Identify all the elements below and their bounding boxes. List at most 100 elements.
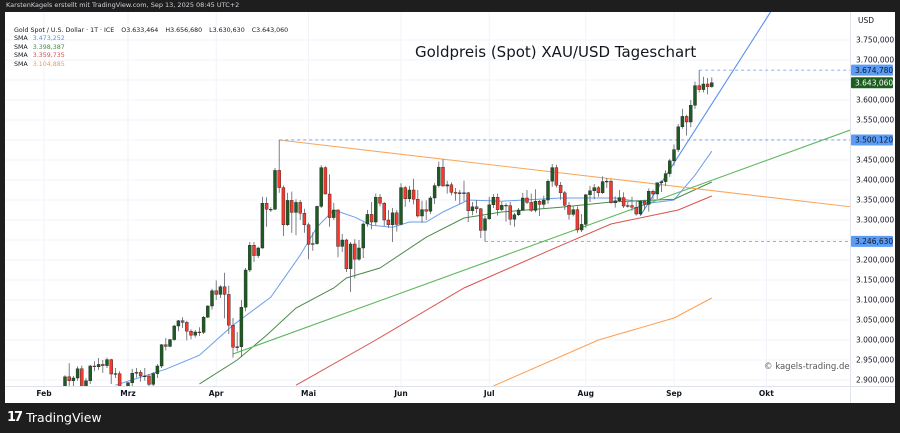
candle[interactable] — [206, 305, 210, 318]
tradingview-footer[interactable]: 17 TradingView — [7, 410, 102, 425]
candle[interactable] — [323, 166, 328, 195]
candle[interactable] — [134, 368, 139, 378]
candle[interactable] — [269, 207, 273, 212]
candle[interactable] — [592, 184, 596, 200]
candle[interactable] — [466, 192, 470, 222]
candle[interactable] — [218, 285, 223, 298]
candle[interactable] — [676, 124, 680, 152]
candle[interactable] — [403, 186, 407, 207]
candle[interactable] — [474, 200, 479, 214]
candle[interactable] — [445, 180, 449, 194]
candle[interactable] — [369, 202, 374, 230]
candle[interactable] — [617, 190, 622, 202]
candle[interactable] — [680, 108, 685, 129]
candle[interactable] — [508, 202, 512, 226]
candle[interactable] — [214, 280, 218, 300]
candle[interactable] — [462, 180, 466, 202]
candle[interactable] — [197, 327, 202, 336]
candle[interactable] — [185, 320, 189, 341]
candle[interactable] — [332, 202, 336, 220]
candle[interactable] — [201, 316, 206, 334]
candle[interactable] — [252, 242, 256, 262]
sma-legend-row[interactable]: SMA 3.359,735 — [14, 52, 293, 60]
candle[interactable] — [684, 114, 689, 136]
candle[interactable] — [554, 164, 559, 188]
candle[interactable] — [504, 203, 508, 222]
candle[interactable] — [642, 199, 647, 210]
candle[interactable] — [189, 329, 193, 340]
candle[interactable] — [285, 192, 290, 226]
candle[interactable] — [470, 202, 475, 216]
candle[interactable] — [571, 206, 575, 217]
candle[interactable] — [600, 176, 605, 194]
candle[interactable] — [311, 232, 315, 251]
candle[interactable] — [407, 186, 412, 202]
candle[interactable] — [143, 368, 147, 381]
candle[interactable] — [222, 272, 227, 319]
candle[interactable] — [357, 240, 361, 261]
candle[interactable] — [159, 344, 164, 368]
candle[interactable] — [668, 158, 672, 177]
candle[interactable] — [327, 174, 332, 227]
candle[interactable] — [353, 239, 357, 279]
candle[interactable] — [621, 192, 626, 208]
candle[interactable] — [117, 371, 122, 392]
candle[interactable] — [248, 242, 252, 272]
candle[interactable] — [428, 196, 433, 214]
candle[interactable] — [395, 210, 399, 232]
candle[interactable] — [96, 358, 101, 370]
candle[interactable] — [710, 77, 714, 88]
candle[interactable] — [613, 196, 617, 208]
candle[interactable] — [256, 246, 260, 258]
candle[interactable] — [399, 183, 403, 226]
candle[interactable] — [533, 189, 538, 213]
candle[interactable] — [348, 242, 353, 292]
candle[interactable] — [588, 186, 592, 202]
candle[interactable] — [71, 376, 76, 394]
candle[interactable] — [378, 194, 382, 207]
candle[interactable] — [487, 196, 491, 220]
candle[interactable] — [432, 183, 437, 204]
candle[interactable] — [579, 214, 584, 232]
candle[interactable] — [390, 208, 395, 242]
candle[interactable] — [420, 200, 424, 223]
candle[interactable] — [365, 210, 370, 227]
candle[interactable] — [138, 370, 143, 382]
trendline[interactable] — [279, 139, 850, 208]
candle[interactable] — [567, 202, 571, 220]
candle[interactable] — [126, 382, 130, 398]
candle[interactable] — [164, 338, 168, 351]
candle[interactable] — [210, 288, 214, 310]
candle[interactable] — [168, 338, 172, 348]
candle[interactable] — [605, 178, 609, 188]
candle[interactable] — [231, 318, 235, 358]
candle[interactable] — [634, 202, 638, 216]
candle[interactable] — [80, 365, 84, 390]
candlestick-chart[interactable]: USD 2.900,000 2.950,000 3.000,000 3.050,000 3… — [5, 12, 895, 403]
candle[interactable] — [479, 208, 483, 238]
candle[interactable] — [105, 357, 109, 368]
candle[interactable] — [340, 234, 344, 252]
candle[interactable] — [663, 170, 668, 186]
candle[interactable] — [172, 324, 176, 341]
candle[interactable] — [542, 195, 546, 208]
candle[interactable] — [521, 192, 525, 212]
candle[interactable] — [374, 193, 378, 226]
candle[interactable] — [75, 366, 80, 381]
candle[interactable] — [239, 300, 244, 358]
candle[interactable] — [281, 185, 286, 236]
candle[interactable] — [155, 364, 160, 378]
candle[interactable] — [298, 200, 302, 220]
candle[interactable] — [697, 70, 701, 93]
plot-area[interactable] — [63, 12, 851, 403]
sma-legend-row[interactable]: SMA 3.473,252 — [14, 35, 293, 43]
candle[interactable] — [558, 182, 563, 200]
candle[interactable] — [659, 180, 664, 192]
candle[interactable] — [88, 364, 92, 384]
candle[interactable] — [529, 193, 533, 212]
candle[interactable] — [575, 206, 580, 233]
candle[interactable] — [243, 268, 248, 312]
candle[interactable] — [302, 208, 307, 233]
candle[interactable] — [294, 199, 298, 236]
candle[interactable] — [516, 208, 521, 216]
